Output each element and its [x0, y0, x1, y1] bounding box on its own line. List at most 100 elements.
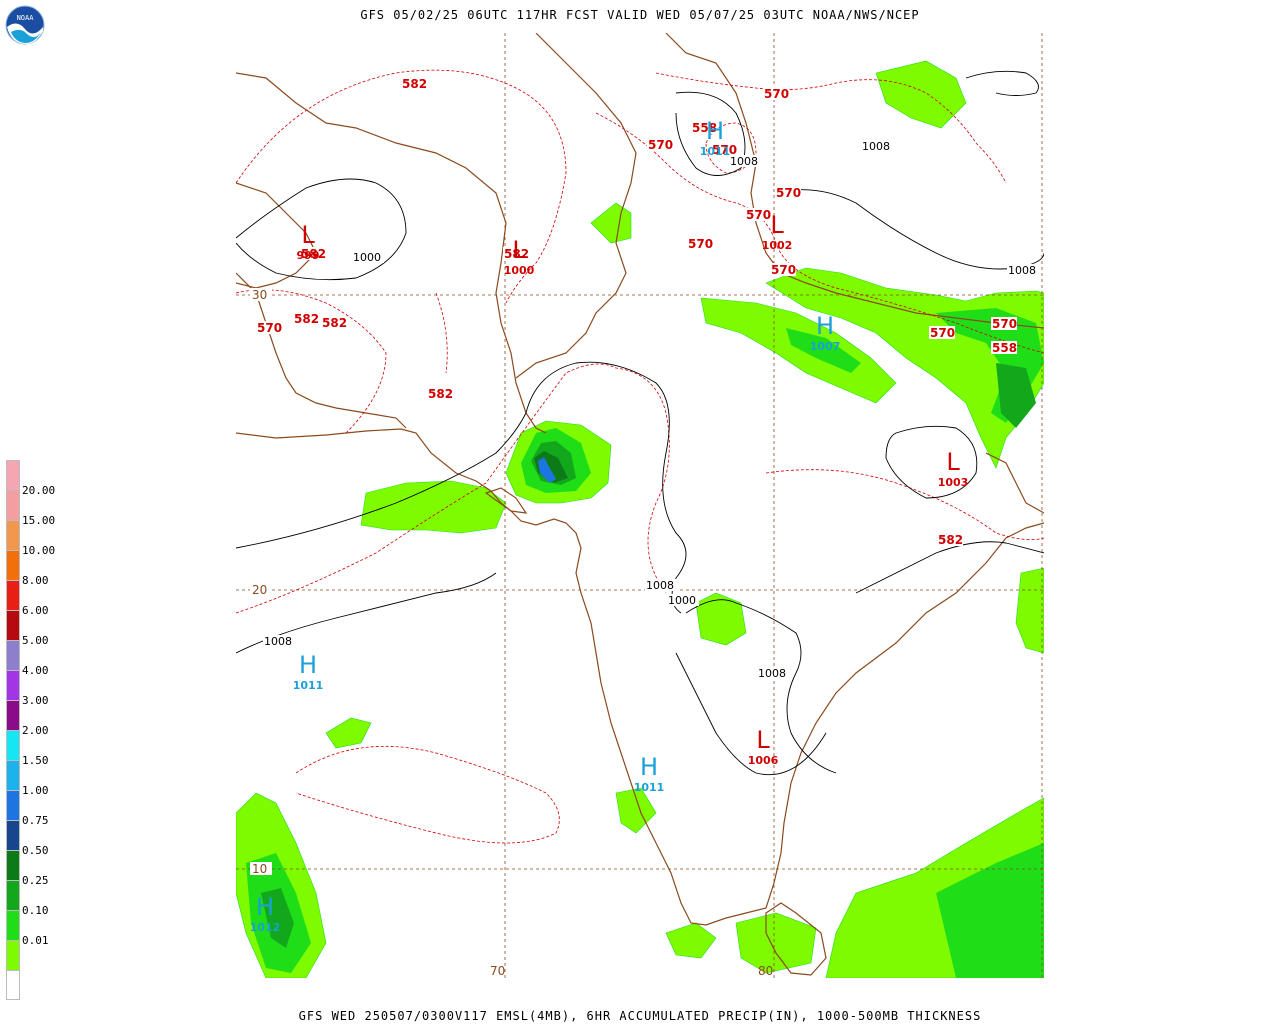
- map-caption: GFS WED 250507/0300V117 EMSL(4MB), 6HR A…: [298, 1009, 982, 1023]
- legend-swatch: [6, 760, 20, 790]
- legend-label: 8.00: [22, 574, 49, 587]
- isobar-label-bg: [667, 594, 699, 606]
- border-north: [515, 33, 637, 379]
- grid-labels: 30 20 10 70 80: [250, 288, 773, 978]
- thickness-label-bg: [503, 247, 529, 260]
- thickness-label-bg: [647, 138, 673, 151]
- isobar-label: 1008: [730, 155, 758, 168]
- thickness-label-bg: [687, 237, 713, 250]
- isobar-label: 1000: [353, 251, 381, 264]
- legend-label: 0.50: [22, 844, 49, 857]
- thickness-582-west: [236, 289, 387, 434]
- lat-label-bg: [250, 862, 272, 875]
- isobar-1008-central: [236, 361, 687, 614]
- thickness-label-bg: [691, 121, 717, 134]
- precip-area-central: [695, 592, 747, 646]
- pressure-center-value: 1007: [810, 340, 841, 353]
- legend-label: 1.00: [22, 784, 49, 797]
- precip-core-nepal-heavy: [996, 363, 1036, 428]
- lat-label-bg: [250, 583, 272, 596]
- thickness-label: 582: [301, 247, 326, 261]
- isobar-1008-deccan: [685, 599, 837, 774]
- precip-area-himalaya-east: [700, 297, 897, 404]
- thickness-label: 582: [322, 316, 347, 330]
- legend-swatch: [6, 700, 20, 730]
- thickness-label-bg: [427, 387, 453, 400]
- thickness-582-loop: [295, 745, 560, 844]
- thickness-label-bg: [991, 317, 1017, 330]
- lat-label: 20: [252, 583, 267, 597]
- legend-label: 0.25: [22, 874, 49, 887]
- legend-swatch: [6, 790, 20, 820]
- legend-label: 15.00: [22, 514, 56, 527]
- legend-label: 2.00: [22, 724, 49, 737]
- isobar-label-bg: [1007, 264, 1039, 276]
- thickness-label: 582: [938, 533, 963, 547]
- coastline-arabian-sea: [236, 428, 1044, 926]
- precip-cores: [246, 308, 1044, 978]
- logo-text: NOAA: [17, 14, 35, 22]
- precip-area-arabian-small: [325, 717, 372, 749]
- isobar-1008-bay-right: [855, 541, 1044, 594]
- thickness-label: 558: [992, 341, 1017, 355]
- precip-area-arabian-coast: [360, 480, 507, 534]
- legend-swatch: [6, 880, 20, 910]
- thickness-label: 570: [746, 208, 771, 222]
- thickness-label-bg: [991, 341, 1017, 354]
- legend-swatch: [6, 550, 20, 580]
- isobar-1000-west: [236, 178, 407, 281]
- isobar-label: 1008: [758, 667, 786, 680]
- precip-core-himalaya: [786, 328, 861, 373]
- border-pakistan: [236, 72, 547, 434]
- pressure-center-value: 999: [297, 249, 320, 262]
- thickness-label: 570: [688, 237, 713, 251]
- legend-swatch: [6, 730, 20, 760]
- legend-swatch: [6, 460, 20, 490]
- isobar-label-bg: [729, 155, 761, 167]
- legend-label: 0.10: [22, 904, 49, 917]
- thickness-label-bg: [770, 263, 796, 276]
- thickness-label: 558: [692, 121, 717, 135]
- thickness-label-bg: [300, 247, 326, 260]
- legend-label: 20.00: [22, 484, 56, 497]
- lat-label: 10: [252, 862, 267, 876]
- precip-area-south-sea: [735, 912, 817, 974]
- pressure-center-value: 1011: [700, 145, 731, 158]
- low-center-letter: L: [946, 448, 960, 476]
- isobar-1008-north: [675, 91, 746, 176]
- low-center-letter: L: [756, 726, 770, 754]
- low-center-letter: L: [770, 211, 784, 239]
- isobar-label-bg: [861, 140, 893, 152]
- thickness-label: 570: [257, 321, 282, 335]
- thickness-label: 570: [648, 138, 673, 152]
- thickness-582-valley: [435, 292, 448, 374]
- legend-swatch: [6, 520, 20, 550]
- border-bangladesh: [985, 452, 1044, 514]
- thickness-label-bg: [321, 316, 347, 329]
- pressure-center-value: 1011: [293, 679, 324, 692]
- precip-area-east-coast: [1015, 567, 1044, 654]
- high-center-letter: H: [816, 312, 834, 340]
- lon-label: 80: [758, 964, 773, 978]
- isobar-label: 1008: [264, 635, 292, 648]
- pressure-center-value: 1012: [250, 921, 281, 934]
- isobar-label: 1008: [862, 140, 890, 153]
- low-center-letter: L: [512, 236, 526, 264]
- thickness-label: 570: [712, 143, 737, 157]
- isobar-label-bg: [263, 635, 295, 647]
- legend-swatch: [6, 970, 20, 1000]
- thickness-582-south: [236, 363, 670, 614]
- legend-label: 0.75: [22, 814, 49, 827]
- border-iran: [236, 272, 407, 429]
- thickness-label-bg: [763, 87, 789, 100]
- pressure-center-value: 1002: [762, 239, 793, 252]
- thickness-label: 570: [992, 317, 1017, 331]
- legend-label: 0.01: [22, 934, 49, 947]
- thickness-label-bg: [711, 143, 737, 156]
- coastline-sri-lanka: [765, 902, 827, 976]
- lat-lon-grid: [236, 33, 1044, 978]
- thickness-label-bg: [293, 312, 319, 325]
- thickness-label: 570: [764, 87, 789, 101]
